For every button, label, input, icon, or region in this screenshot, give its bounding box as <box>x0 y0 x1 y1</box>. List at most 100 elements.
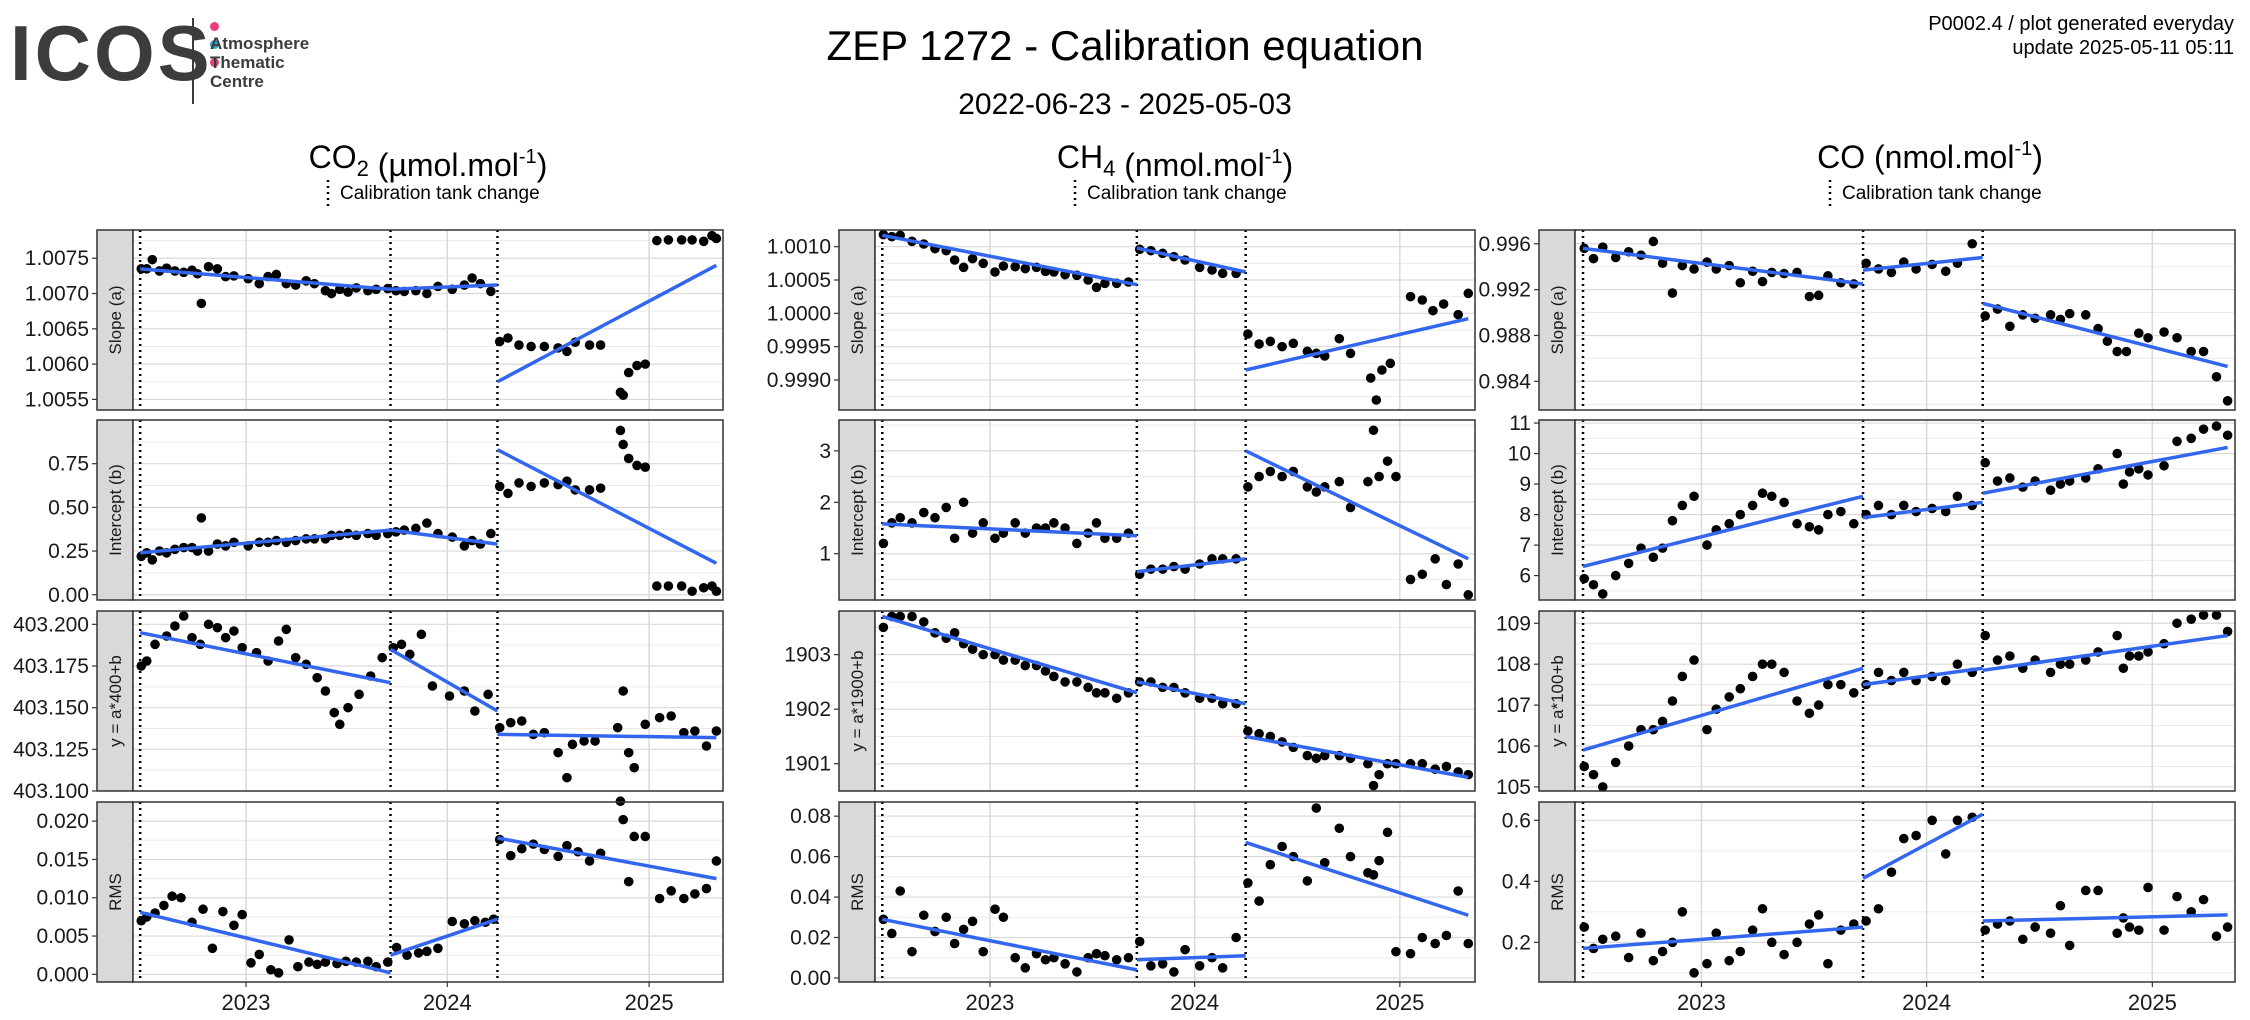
data-point <box>1194 262 1205 273</box>
data-point <box>483 689 493 700</box>
data-point <box>978 518 989 528</box>
data-point <box>290 652 301 663</box>
data-point <box>1265 336 1276 347</box>
data-point <box>1735 946 1746 957</box>
data-point <box>1217 268 1228 279</box>
data-point <box>990 904 1000 914</box>
y-tick-label: 0.996 <box>1478 233 1531 256</box>
data-point <box>1579 573 1590 584</box>
logo-wordmark: ICOS <box>10 9 213 97</box>
data-point <box>1588 769 1599 780</box>
data-point <box>663 235 674 245</box>
panel-strip <box>838 610 876 792</box>
data-point <box>1463 590 1474 600</box>
data-point <box>1940 266 1951 277</box>
data-point <box>654 893 665 904</box>
data-point <box>203 261 214 272</box>
fit-line <box>139 910 391 975</box>
data-point <box>579 736 589 746</box>
y-tick-label: 1.0005 <box>767 269 831 292</box>
y-tick-label: 0.50 <box>48 496 89 519</box>
data-point <box>701 741 712 751</box>
fit-line <box>1862 500 1983 520</box>
data-point <box>1441 761 1452 772</box>
data-point <box>1319 857 1330 868</box>
data-point <box>958 497 969 508</box>
panel-strip <box>838 229 876 411</box>
y-tick-label: 0.9995 <box>767 336 831 359</box>
data-point <box>1368 425 1379 436</box>
data-point <box>1441 930 1452 941</box>
data-point <box>623 367 634 378</box>
data-point <box>1277 471 1287 482</box>
data-point <box>2118 663 2129 674</box>
panel-strip <box>1538 419 1576 601</box>
data-point <box>1886 867 1897 877</box>
data-point <box>1243 482 1253 492</box>
data-point <box>1735 509 1746 520</box>
data-point <box>2133 464 2144 474</box>
data-point <box>1134 936 1145 947</box>
y-tick-label: 0.020 <box>36 810 89 833</box>
data-point <box>1677 260 1688 271</box>
data-point <box>2143 882 2153 893</box>
logo-dots-icon <box>210 18 223 72</box>
data-point <box>567 739 578 750</box>
y-tick-label: 0.000 <box>36 963 89 986</box>
data-point <box>1804 521 1815 532</box>
data-point <box>1766 659 1777 669</box>
panel-strip <box>96 419 134 601</box>
data-point <box>1623 558 1634 569</box>
data-point <box>623 876 634 887</box>
data-point <box>998 655 1009 665</box>
y-tick-label: 3 <box>819 440 831 463</box>
panel-border <box>1574 229 2236 411</box>
y-tick-label: 0.9990 <box>767 369 831 392</box>
data-point <box>2055 900 2066 911</box>
data-point <box>618 439 628 450</box>
y-tick-label: 403.125 <box>13 738 89 761</box>
fit-line <box>140 528 391 555</box>
data-point <box>1779 949 1789 960</box>
data-point <box>1757 903 1768 914</box>
tank-change-legend-label: Calibration tank change <box>1842 183 2042 204</box>
data-point <box>1428 305 1438 316</box>
data-point <box>1010 261 1020 272</box>
data-point <box>539 341 550 352</box>
data-point <box>281 624 292 635</box>
data-point <box>459 918 470 929</box>
panel-border <box>132 229 724 411</box>
data-point <box>526 481 536 492</box>
data-point <box>433 943 443 954</box>
fit-line <box>1862 812 1984 880</box>
data-point <box>918 617 929 627</box>
data-point <box>1898 500 1909 511</box>
data-point <box>1374 769 1384 780</box>
update-line: update 2025-05-11 05:11 <box>2012 37 2234 59</box>
y-tick-label: 0.00 <box>48 584 89 607</box>
logo-subtitle-line: Thematic <box>210 53 285 72</box>
panel-strip-label: RMS <box>848 873 867 911</box>
data-point <box>1091 688 1102 698</box>
data-point <box>1873 903 1884 914</box>
data-point <box>2133 925 2144 935</box>
data-point <box>1657 258 1668 269</box>
data-point <box>1302 482 1313 492</box>
data-point <box>1060 677 1070 687</box>
y-tick-label: 6 <box>1519 565 1531 588</box>
data-point <box>237 909 247 920</box>
y-tick-label: 0.2 <box>1502 931 1531 954</box>
data-point <box>254 278 265 289</box>
data-point <box>1792 696 1802 706</box>
data-point <box>516 716 527 726</box>
data-point <box>1588 253 1599 264</box>
panel-background <box>1575 802 2235 982</box>
panel-strip-label: RMS <box>1548 873 1567 911</box>
data-point <box>1677 500 1688 511</box>
data-point <box>1940 675 1951 686</box>
data-point <box>1735 683 1746 694</box>
fit-line <box>1582 666 1864 752</box>
data-point <box>1823 679 1833 690</box>
data-point <box>1243 329 1253 339</box>
